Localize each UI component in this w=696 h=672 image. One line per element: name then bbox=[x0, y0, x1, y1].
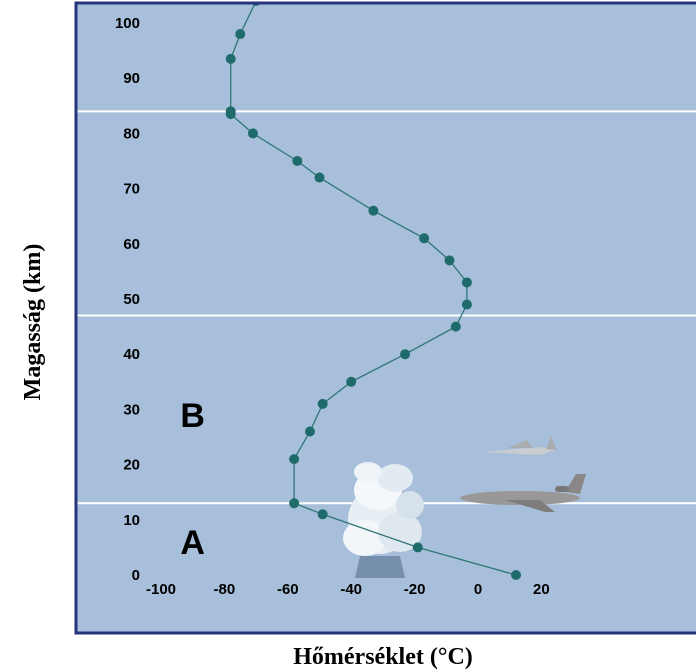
y-tick-label: 20 bbox=[123, 457, 140, 474]
data-point bbox=[450, 321, 461, 332]
data-point bbox=[314, 172, 325, 183]
airliner-tail bbox=[565, 474, 586, 494]
jet-wing bbox=[508, 440, 533, 448]
x-tick-label: 20 bbox=[533, 581, 550, 598]
data-point bbox=[225, 106, 236, 117]
data-point bbox=[235, 29, 246, 40]
data-point bbox=[317, 509, 328, 520]
data-point bbox=[461, 299, 472, 310]
eruption-cloud-illustration bbox=[343, 462, 424, 578]
data-point bbox=[511, 570, 522, 580]
x-tick-label: -100 bbox=[146, 581, 176, 598]
y-tick-label: 70 bbox=[123, 181, 140, 198]
data-point bbox=[368, 205, 379, 216]
data-point bbox=[289, 454, 300, 465]
jet-body bbox=[482, 447, 556, 455]
cloud-puff bbox=[378, 512, 422, 552]
airliner-fuselage bbox=[460, 491, 580, 505]
x-tick-label: 0 bbox=[474, 581, 482, 598]
data-point bbox=[419, 233, 430, 244]
y-tick-label: 10 bbox=[123, 512, 140, 529]
plot-frame bbox=[74, 1, 696, 635]
data-point bbox=[292, 156, 303, 166]
data-point bbox=[346, 376, 357, 387]
data-point bbox=[247, 128, 258, 139]
data-point bbox=[400, 349, 411, 360]
y-tick-label: 90 bbox=[123, 70, 140, 87]
region-labels: AB bbox=[180, 397, 205, 562]
jet-tail bbox=[546, 436, 557, 450]
data-point bbox=[225, 53, 236, 64]
y-tick-label: 80 bbox=[123, 125, 140, 142]
airliner-wing bbox=[505, 500, 555, 512]
y-tick-label: 50 bbox=[123, 291, 140, 308]
airliner-illustration bbox=[460, 474, 586, 512]
x-tick-label: -80 bbox=[214, 581, 236, 598]
y-tick-label: 30 bbox=[123, 401, 140, 418]
data-point bbox=[444, 255, 455, 266]
cloud-puff bbox=[343, 520, 387, 556]
airliner-engine bbox=[555, 486, 569, 492]
region-label: B bbox=[180, 397, 205, 435]
x-axis-title: Hőmérséklet (°C) bbox=[293, 644, 473, 670]
cloud-puff bbox=[354, 462, 382, 482]
y-tick-labels: 0 10 20 30 40 50 60 70 80 90 100 bbox=[115, 15, 140, 584]
data-point bbox=[461, 277, 472, 288]
cloud-puff bbox=[377, 464, 413, 492]
x-tick-label: -40 bbox=[340, 581, 362, 598]
x-tick-label: -20 bbox=[404, 581, 426, 598]
y-tick-label: 100 bbox=[115, 15, 140, 32]
region-label: A bbox=[180, 524, 205, 562]
data-point bbox=[289, 498, 300, 509]
fighter-jet-illustration bbox=[482, 436, 557, 455]
x-tick-label: -60 bbox=[277, 581, 299, 598]
eruption-column bbox=[355, 556, 405, 578]
series-layer bbox=[225, 3, 522, 580]
data-point bbox=[304, 426, 315, 437]
y-tick-label: 40 bbox=[123, 346, 140, 363]
cloud-puff bbox=[396, 491, 424, 519]
y-tick-label: 0 bbox=[132, 567, 140, 584]
data-point bbox=[412, 542, 423, 553]
y-axis-title: Magasság (km) bbox=[20, 244, 46, 401]
data-point bbox=[317, 398, 328, 409]
x-tick-labels: -100 -80 -60 -40 -20 0 20 bbox=[146, 581, 550, 598]
y-tick-label: 60 bbox=[123, 236, 140, 253]
